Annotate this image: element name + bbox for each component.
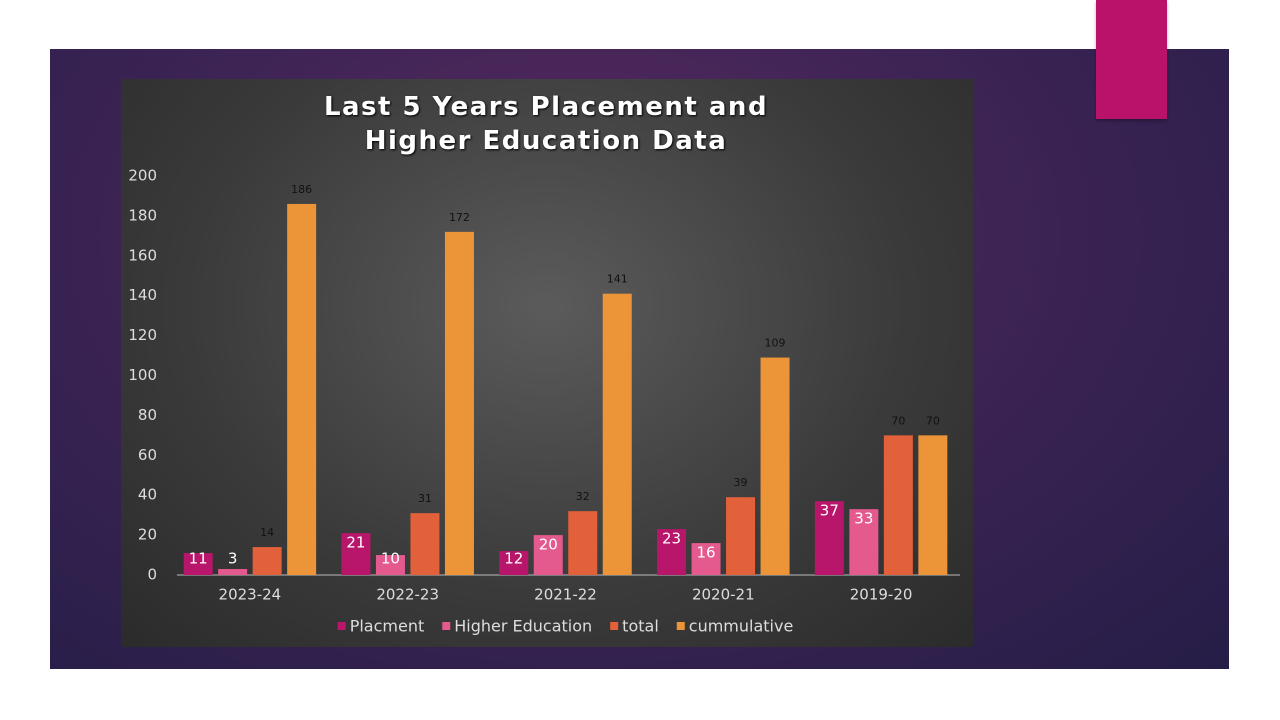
legend-swatch — [337, 622, 346, 630]
data-label: 109 — [765, 337, 786, 350]
bar — [287, 203, 317, 575]
bar — [375, 555, 405, 575]
y-tick-label: 80 — [138, 406, 157, 424]
data-label: 16 — [697, 544, 716, 562]
bar — [918, 435, 948, 575]
y-tick-label: 0 — [147, 566, 157, 584]
data-label: 141 — [607, 273, 628, 286]
bar — [726, 497, 756, 575]
bar — [218, 569, 248, 575]
bar — [499, 551, 529, 575]
chart-title: Last 5 Years Placement and Higher Educat… — [323, 92, 769, 156]
y-tick-label: 40 — [138, 486, 157, 504]
y-tick-label: 200 — [128, 167, 157, 185]
data-label: 20 — [539, 536, 558, 554]
bar — [533, 535, 563, 575]
x-tick-label: 2019-20 — [850, 586, 913, 604]
x-tick-label: 2022-23 — [376, 586, 439, 604]
bar — [410, 513, 440, 575]
data-label: 31 — [418, 492, 432, 505]
bar — [444, 231, 474, 576]
bar — [183, 553, 213, 575]
x-tick-label: 2020-21 — [692, 586, 755, 604]
legend-label: cummulative — [689, 617, 794, 636]
bar — [657, 529, 687, 575]
bar — [568, 511, 598, 575]
accent-block — [1096, 0, 1167, 119]
legend-swatch — [442, 622, 451, 630]
legend-swatch — [610, 622, 619, 630]
data-label: 14 — [260, 526, 274, 539]
data-label: 10 — [381, 550, 400, 568]
legend-label: total — [622, 617, 659, 636]
data-label: 33 — [854, 510, 873, 528]
y-tick-label: 20 — [138, 526, 157, 544]
y-tick-label: 160 — [128, 246, 157, 264]
data-label: 39 — [734, 476, 748, 489]
data-label: 172 — [449, 211, 470, 224]
bar — [814, 501, 844, 575]
data-label: 70 — [891, 414, 905, 427]
bar — [883, 435, 913, 575]
data-label: 12 — [504, 550, 523, 568]
data-label: 70 — [926, 414, 940, 427]
x-tick-label: 2021-22 — [534, 586, 597, 604]
bar — [849, 509, 879, 575]
y-tick-label: 120 — [128, 326, 157, 344]
data-label: 186 — [291, 183, 312, 196]
y-tick-label: 60 — [138, 446, 157, 464]
y-tick-label: 180 — [128, 206, 157, 224]
y-tick-label: 140 — [128, 286, 157, 304]
data-label: 3 — [228, 550, 238, 568]
bar — [341, 533, 371, 575]
legend-swatch — [676, 622, 685, 630]
data-label: 32 — [576, 490, 590, 503]
data-label: 37 — [820, 502, 839, 520]
bar — [691, 543, 721, 575]
y-tick-label: 100 — [128, 366, 157, 384]
data-label: 11 — [189, 550, 208, 568]
data-label: 23 — [662, 530, 681, 548]
bar — [602, 293, 632, 575]
x-tick-label: 2023-24 — [219, 586, 282, 604]
legend-label: Higher Education — [454, 617, 592, 636]
legend-label: Placment — [350, 617, 425, 636]
bar — [252, 547, 282, 575]
bar — [760, 357, 790, 575]
data-label: 21 — [346, 534, 365, 552]
